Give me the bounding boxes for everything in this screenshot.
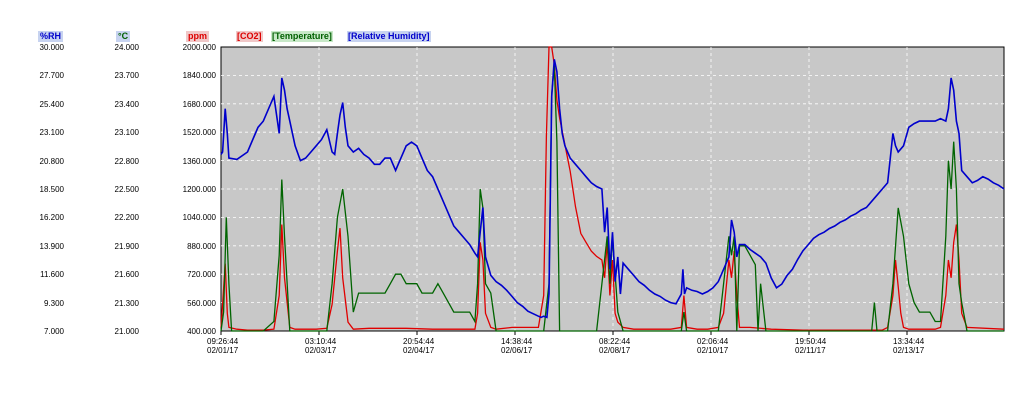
y-tick-temp: 23.700: [114, 71, 139, 81]
y-tick-temp: 22.800: [114, 156, 139, 166]
series-temperature: [220, 65, 1004, 332]
y-tick-ppm: 1200.000: [182, 185, 216, 194]
legend-co2[interactable]: [CO2]: [236, 31, 263, 42]
y-tick-ppm: 1840.000: [182, 71, 216, 81]
x-tick-label: 19:50:44 02/11/17: [795, 337, 827, 355]
y-tick-rh: 18.500: [39, 185, 64, 194]
y-tick-temp: 21.000: [114, 327, 139, 336]
y-tick-rh: 7.000: [43, 327, 64, 336]
y-tick-rh: 13.900: [39, 241, 64, 251]
y-tick-ppm: 1360.000: [182, 156, 216, 166]
axis-header-ppm: ppm: [186, 31, 209, 42]
y-tick-rh: 11.600: [40, 270, 64, 280]
y-tick-temp: 21.300: [114, 298, 139, 308]
axis-header-temp: °C: [116, 31, 131, 42]
y-tick-rh: 27.700: [39, 71, 64, 81]
y-tick-temp: 23.400: [114, 99, 139, 109]
y-tick-temp: 22.200: [114, 213, 139, 223]
y-tick-rh: 20.800: [39, 156, 64, 166]
y-tick-ppm: 720.000: [187, 270, 216, 280]
x-tick-label: 02:06:44 02/10/17: [697, 337, 729, 355]
y-tick-ppm: 1520.000: [182, 128, 216, 138]
legend-humidity[interactable]: [Relative Humidity]: [347, 31, 431, 42]
y-tick-rh: 23.100: [39, 128, 64, 138]
y-tick-temp: 23.100: [114, 128, 139, 138]
axis-header-rh: %RH: [38, 31, 64, 42]
y-tick-ppm: 1040.000: [182, 213, 216, 223]
y-tick-ppm: 560.000: [187, 298, 216, 308]
y-tick-ppm: 2000.000: [182, 43, 216, 52]
y-tick-rh: 9.300: [43, 298, 64, 308]
x-tick-label: 14:38:44 02/06/17: [501, 337, 533, 355]
y-tick-temp: 24.000: [114, 43, 139, 52]
y-tick-ppm: 880.000: [187, 241, 216, 251]
series-co2: [220, 46, 1005, 331]
y-tick-rh: 30.000: [39, 43, 64, 52]
x-tick-label: 03:10:44 02/03/17: [305, 337, 337, 355]
y-tick-rh: 25.400: [39, 99, 64, 109]
legend-temperature[interactable]: [Temperature]: [271, 31, 333, 42]
x-tick-label: 09:26:44 02/01/17: [207, 337, 239, 355]
y-tick-ppm: 1680.000: [182, 99, 216, 109]
y-tick-ppm: 400.000: [187, 327, 216, 336]
series-humidity: [220, 59, 1005, 319]
x-tick-label: 13:34:44 02/13/17: [893, 337, 925, 355]
y-tick-temp: 21.900: [114, 241, 139, 251]
y-tick-rh: 16.200: [39, 213, 64, 223]
x-tick-label: 08:22:44 02/08/17: [599, 337, 631, 355]
x-tick-label: 20:54:44 02/04/17: [403, 337, 435, 355]
y-tick-temp: 22.500: [114, 185, 139, 194]
y-tick-temp: 21.600: [114, 270, 139, 280]
